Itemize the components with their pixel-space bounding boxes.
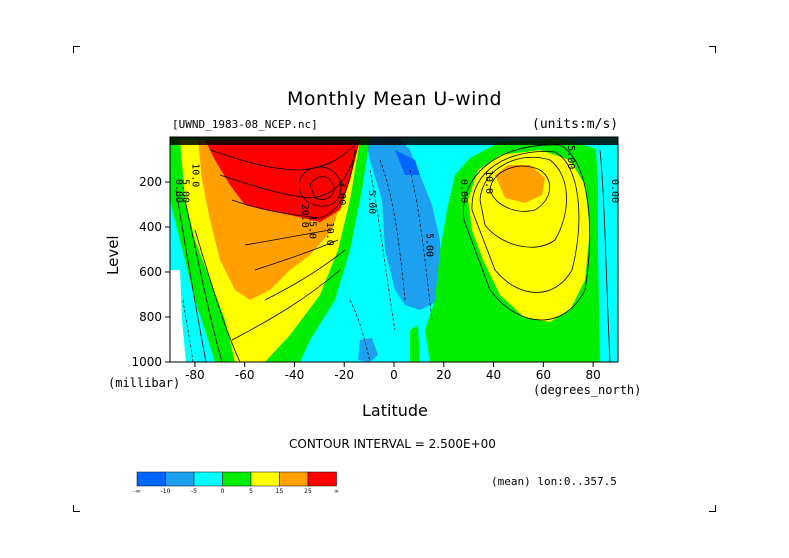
fill-band-neg10-neg5 [365, 137, 440, 310]
chart-title: Monthly Mean U-wind [286, 88, 503, 110]
footer-mean-text: (mean) lon:0..357.5 [491, 475, 617, 488]
contour-label: 5.00 [423, 233, 434, 257]
x-tick-label: 80 [585, 368, 600, 382]
y-tick-label: 200 [139, 175, 162, 189]
y-tick-label: 1000 [131, 355, 162, 369]
contour-label: 10.0 [324, 222, 335, 246]
missing-data-patch [170, 270, 186, 362]
contour-label: 5.00 [179, 179, 190, 203]
contour-label: 10.0 [483, 170, 494, 194]
contour-label: 20.0 [299, 204, 310, 228]
fill-band-neg-lower [358, 338, 378, 362]
colorbar-swatch [165, 471, 195, 487]
contour-label: 0.00 [609, 179, 620, 203]
colorbar-label: -5 [191, 488, 197, 495]
x-axis-units: (degrees_north) [533, 383, 642, 397]
colorbar-label: -10 [161, 488, 171, 495]
x-tick-label: 20 [436, 368, 451, 382]
fill-band-below-neg10 [395, 150, 420, 175]
x-tick-label: -20 [334, 368, 354, 382]
colorbar: -∞ -10 -5 0 5 15 25 ∞ [133, 471, 339, 495]
units-label: (units:m/s) [532, 117, 619, 132]
dense-top-contours [170, 137, 618, 145]
colorbar-label: 15 [276, 488, 284, 495]
contour-label: 3.00 [336, 181, 347, 205]
colorbar-label: 0 [221, 488, 225, 495]
contour-label: 0.00 [173, 179, 184, 203]
x-tick-label: 0 [390, 368, 398, 382]
contour-label: 10.0 [189, 163, 200, 187]
y-tick-label: 400 [139, 220, 162, 234]
fill-band-5-15-northern [468, 150, 590, 322]
colorbar-swatch [193, 471, 223, 487]
corner-mark-top-right [709, 46, 716, 53]
axes: -80 -60 -40 -20 0 20 40 60 80 200 400 600 800 1000 [131, 175, 600, 382]
x-tick-label: -40 [285, 368, 305, 382]
corner-mark-bottom-right [709, 505, 716, 512]
contour-lines [175, 139, 611, 362]
contour-interval-text: CONTOUR INTERVAL = 2.500E+00 [289, 437, 496, 451]
contour-label: 5.00 [565, 145, 576, 169]
y-tick-label: 600 [139, 265, 162, 279]
colorbar-swatch [279, 471, 309, 487]
contour-label: 15.0 [306, 215, 317, 239]
dataset-label: [UWND_1983-08_NCEP.nc] [172, 118, 318, 131]
y-axis-units: (millibar) [108, 376, 181, 390]
x-tick-label: -60 [235, 368, 255, 382]
x-axis-label: Latitude [362, 401, 428, 420]
colorbar-label: -∞ [133, 488, 140, 495]
colorbar-label: 25 [304, 488, 312, 495]
colorbar-label: 5 [249, 488, 253, 495]
colorbar-swatch [250, 471, 280, 487]
colorbar-label: ∞ [334, 488, 339, 495]
fill-band-15-25-northern [495, 165, 545, 203]
colorbar-swatch [136, 471, 166, 487]
filled-contours [170, 137, 618, 362]
y-tick-label: 800 [139, 310, 162, 324]
fill-band-cyan-north-edge [595, 137, 618, 362]
fill-band-green-spot [410, 325, 420, 362]
contour-label: 0.00 [458, 179, 469, 203]
colorbar-swatch [222, 471, 252, 487]
x-tick-label: 40 [486, 368, 501, 382]
corner-mark-top-left [73, 46, 80, 53]
x-tick-label: 60 [536, 368, 551, 382]
contour-label: 5.00 [366, 190, 377, 214]
corner-mark-bottom-left [73, 505, 80, 512]
colorbar-swatch [307, 471, 337, 487]
x-tick-label: -80 [185, 368, 205, 382]
negative-contour-lines [182, 159, 433, 362]
